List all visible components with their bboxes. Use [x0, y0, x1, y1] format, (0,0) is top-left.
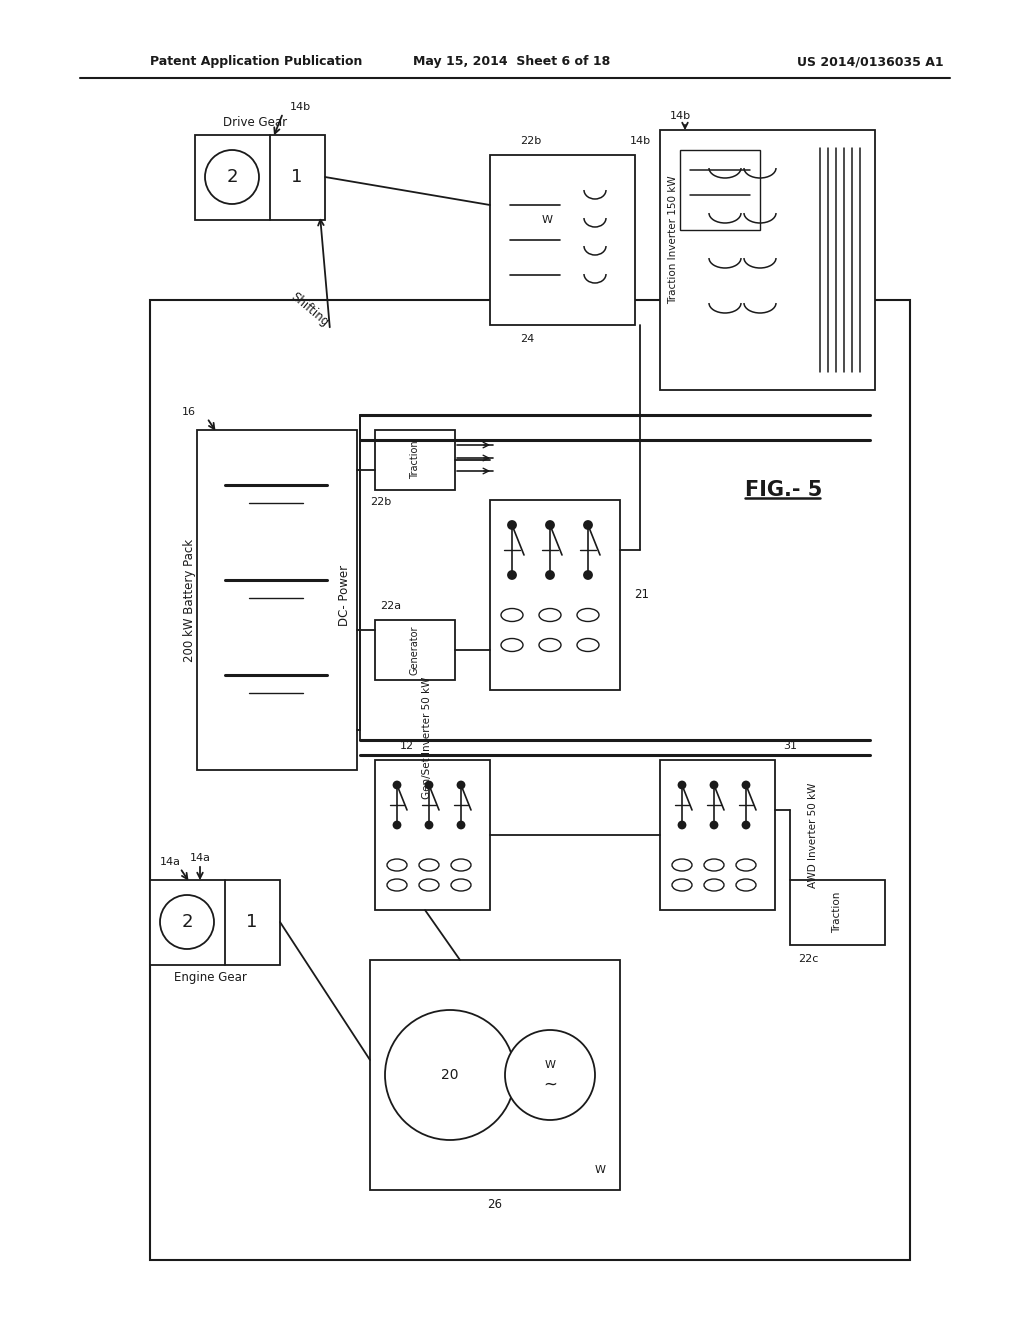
Text: FIG.- 5: FIG.- 5	[745, 480, 822, 500]
Text: 24: 24	[520, 334, 535, 345]
Ellipse shape	[387, 879, 407, 891]
Text: 22b: 22b	[520, 136, 542, 147]
Text: 12: 12	[400, 741, 414, 751]
Ellipse shape	[705, 859, 724, 871]
Ellipse shape	[672, 859, 692, 871]
Ellipse shape	[451, 879, 471, 891]
Circle shape	[426, 821, 432, 829]
Bar	[197, 430, 357, 770]
Ellipse shape	[501, 639, 523, 652]
Text: 2: 2	[226, 168, 238, 186]
Text: 1: 1	[247, 913, 258, 931]
Bar	[195, 135, 325, 220]
Text: W: W	[595, 1166, 605, 1175]
Bar	[490, 154, 635, 325]
Text: 14b: 14b	[290, 102, 311, 112]
Text: W: W	[545, 1060, 555, 1071]
Text: 14a: 14a	[189, 853, 211, 863]
Circle shape	[393, 781, 400, 788]
Circle shape	[584, 521, 592, 529]
Text: AWD Inverter 50 kW: AWD Inverter 50 kW	[808, 783, 818, 887]
Text: 20: 20	[441, 1068, 459, 1082]
Circle shape	[679, 781, 685, 788]
Circle shape	[546, 572, 554, 579]
Bar	[660, 129, 874, 389]
Ellipse shape	[672, 879, 692, 891]
Text: 21: 21	[634, 589, 649, 602]
Ellipse shape	[705, 879, 724, 891]
Ellipse shape	[501, 609, 523, 622]
Circle shape	[458, 781, 465, 788]
Text: Drive Gear: Drive Gear	[223, 116, 287, 129]
Text: 22b: 22b	[370, 498, 391, 507]
Text: 1: 1	[291, 168, 303, 186]
Text: DC- Power: DC- Power	[339, 565, 351, 626]
Ellipse shape	[736, 879, 756, 891]
Circle shape	[508, 572, 516, 579]
Text: W: W	[542, 215, 553, 224]
Bar	[370, 960, 620, 1191]
Text: 2: 2	[181, 913, 193, 931]
Circle shape	[742, 781, 750, 788]
Bar	[660, 760, 775, 909]
Circle shape	[426, 781, 432, 788]
Ellipse shape	[387, 859, 407, 871]
Circle shape	[508, 521, 516, 529]
Text: Engine Gear: Engine Gear	[173, 970, 247, 983]
Text: 31: 31	[783, 741, 797, 751]
Text: US 2014/0136035 A1: US 2014/0136035 A1	[797, 55, 943, 69]
Ellipse shape	[577, 609, 599, 622]
Circle shape	[584, 572, 592, 579]
Circle shape	[205, 150, 259, 205]
Circle shape	[546, 521, 554, 529]
Bar	[375, 760, 490, 909]
Text: Traction: Traction	[831, 891, 842, 933]
Ellipse shape	[419, 859, 439, 871]
Text: 14b: 14b	[630, 136, 651, 147]
Ellipse shape	[419, 879, 439, 891]
Ellipse shape	[736, 859, 756, 871]
Circle shape	[679, 821, 685, 829]
Circle shape	[393, 821, 400, 829]
Circle shape	[385, 1010, 515, 1140]
Circle shape	[742, 821, 750, 829]
Text: 14b: 14b	[670, 111, 691, 121]
Bar	[150, 300, 910, 1261]
Circle shape	[160, 895, 214, 949]
Circle shape	[505, 1030, 595, 1119]
Circle shape	[458, 821, 465, 829]
Text: 22c: 22c	[798, 954, 818, 964]
Bar	[790, 880, 885, 945]
Text: 16: 16	[182, 407, 196, 417]
Text: 26: 26	[487, 1197, 503, 1210]
Bar	[375, 430, 455, 490]
Ellipse shape	[539, 609, 561, 622]
Bar	[680, 150, 760, 230]
Text: Traction Inverter 150 kW: Traction Inverter 150 kW	[668, 176, 678, 305]
Bar	[150, 880, 280, 965]
Ellipse shape	[451, 859, 471, 871]
Text: Traction: Traction	[410, 441, 420, 479]
Bar	[375, 620, 455, 680]
Text: Shifting: Shifting	[289, 290, 332, 330]
Text: 22a: 22a	[380, 601, 401, 611]
Text: ~: ~	[543, 1076, 557, 1094]
Text: 200 kW Battery Pack: 200 kW Battery Pack	[182, 539, 196, 661]
Text: Generator: Generator	[410, 626, 420, 675]
Text: 14a: 14a	[160, 857, 181, 867]
Text: Patent Application Publication: Patent Application Publication	[150, 55, 362, 69]
Circle shape	[711, 781, 718, 788]
Ellipse shape	[539, 639, 561, 652]
Text: Gen/Set Inverter 50 kW: Gen/Set Inverter 50 kW	[422, 677, 432, 799]
Circle shape	[711, 821, 718, 829]
Bar	[490, 500, 620, 690]
Text: May 15, 2014  Sheet 6 of 18: May 15, 2014 Sheet 6 of 18	[414, 55, 610, 69]
Ellipse shape	[577, 639, 599, 652]
